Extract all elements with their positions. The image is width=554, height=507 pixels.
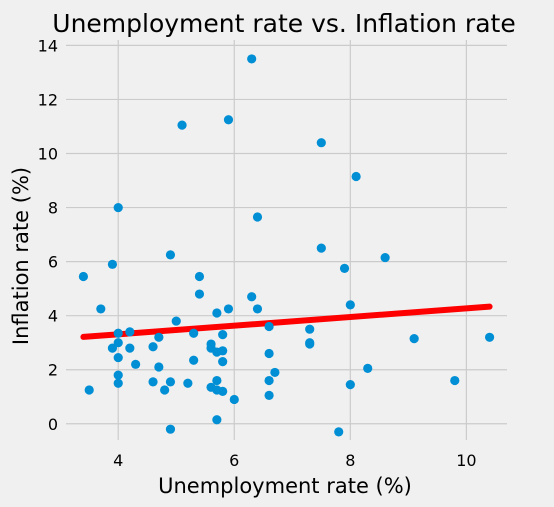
data-point	[252, 212, 263, 222]
data-point	[264, 390, 274, 401]
data-point	[223, 115, 234, 125]
data-point	[189, 355, 199, 365]
data-point	[212, 415, 222, 425]
data-point	[264, 321, 274, 332]
data-point	[125, 343, 135, 353]
data-point	[345, 379, 355, 390]
data-point	[148, 377, 158, 387]
data-point	[183, 378, 193, 388]
data-point	[484, 332, 495, 342]
data-point	[218, 386, 228, 396]
data-point	[78, 271, 89, 282]
y-tick-label: 2	[48, 361, 58, 380]
data-point	[189, 328, 199, 338]
data-point	[229, 394, 239, 405]
data-point	[316, 138, 326, 148]
data-point	[212, 375, 222, 386]
x-tick-label: 10	[456, 451, 476, 470]
data-point	[450, 375, 460, 386]
data-point	[165, 377, 176, 387]
data-point	[339, 263, 350, 273]
data-point	[194, 289, 205, 299]
data-point	[107, 343, 118, 353]
data-point	[113, 202, 123, 213]
data-point	[125, 327, 135, 337]
data-point	[316, 243, 326, 253]
y-tick-label: 10	[38, 145, 58, 164]
data-point	[154, 362, 164, 372]
y-tick-label: 4	[48, 307, 58, 326]
tick-labels: 4 6 8 10 0 2 4 6 8 10 12 14	[38, 36, 477, 470]
data-point	[252, 304, 263, 314]
data-point	[84, 385, 94, 395]
x-tick-label: 6	[229, 451, 239, 470]
y-tick-label: 6	[48, 253, 58, 272]
data-point	[113, 328, 123, 338]
data-point	[409, 334, 419, 344]
chart-title: Unemployment rate vs. Inflation rate	[52, 9, 515, 38]
y-tick-label: 8	[48, 199, 58, 218]
data-point	[218, 329, 228, 340]
data-point	[305, 339, 315, 349]
data-point	[264, 348, 274, 359]
trend-line-group	[80, 303, 493, 340]
data-point	[218, 357, 228, 367]
y-tick-label: 14	[38, 36, 58, 55]
data-point	[363, 363, 373, 373]
data-point	[148, 342, 158, 352]
data-point	[171, 316, 181, 326]
data-point	[194, 271, 205, 282]
data-point	[345, 300, 355, 310]
data-point	[113, 352, 123, 363]
data-point	[270, 367, 280, 378]
data-point	[107, 259, 118, 269]
data-point	[380, 252, 390, 263]
data-point	[334, 427, 344, 437]
data-point	[247, 292, 257, 302]
y-tick-label: 12	[38, 90, 58, 109]
data-point	[212, 308, 222, 318]
data-point	[165, 424, 176, 434]
x-tick-label: 4	[113, 451, 123, 470]
data-point	[113, 338, 123, 348]
y-axis-title: Inflation rate (%)	[9, 167, 33, 345]
data-points	[78, 54, 495, 437]
data-point	[305, 324, 315, 334]
x-axis-title: Unemployment rate (%)	[158, 474, 412, 498]
data-point	[247, 54, 257, 64]
data-point	[160, 385, 170, 395]
data-point	[165, 250, 176, 260]
grid	[66, 40, 507, 440]
data-point	[351, 171, 361, 182]
data-point	[177, 120, 187, 130]
trend-line	[80, 303, 493, 340]
data-point	[223, 304, 234, 314]
data-point	[113, 370, 123, 380]
x-tick-label: 8	[345, 451, 355, 470]
data-point	[264, 375, 274, 386]
data-point	[113, 378, 123, 388]
y-tick-label: 0	[48, 415, 58, 434]
data-point	[218, 346, 228, 356]
data-point	[96, 304, 106, 314]
data-point	[131, 359, 141, 369]
data-point	[154, 332, 164, 342]
